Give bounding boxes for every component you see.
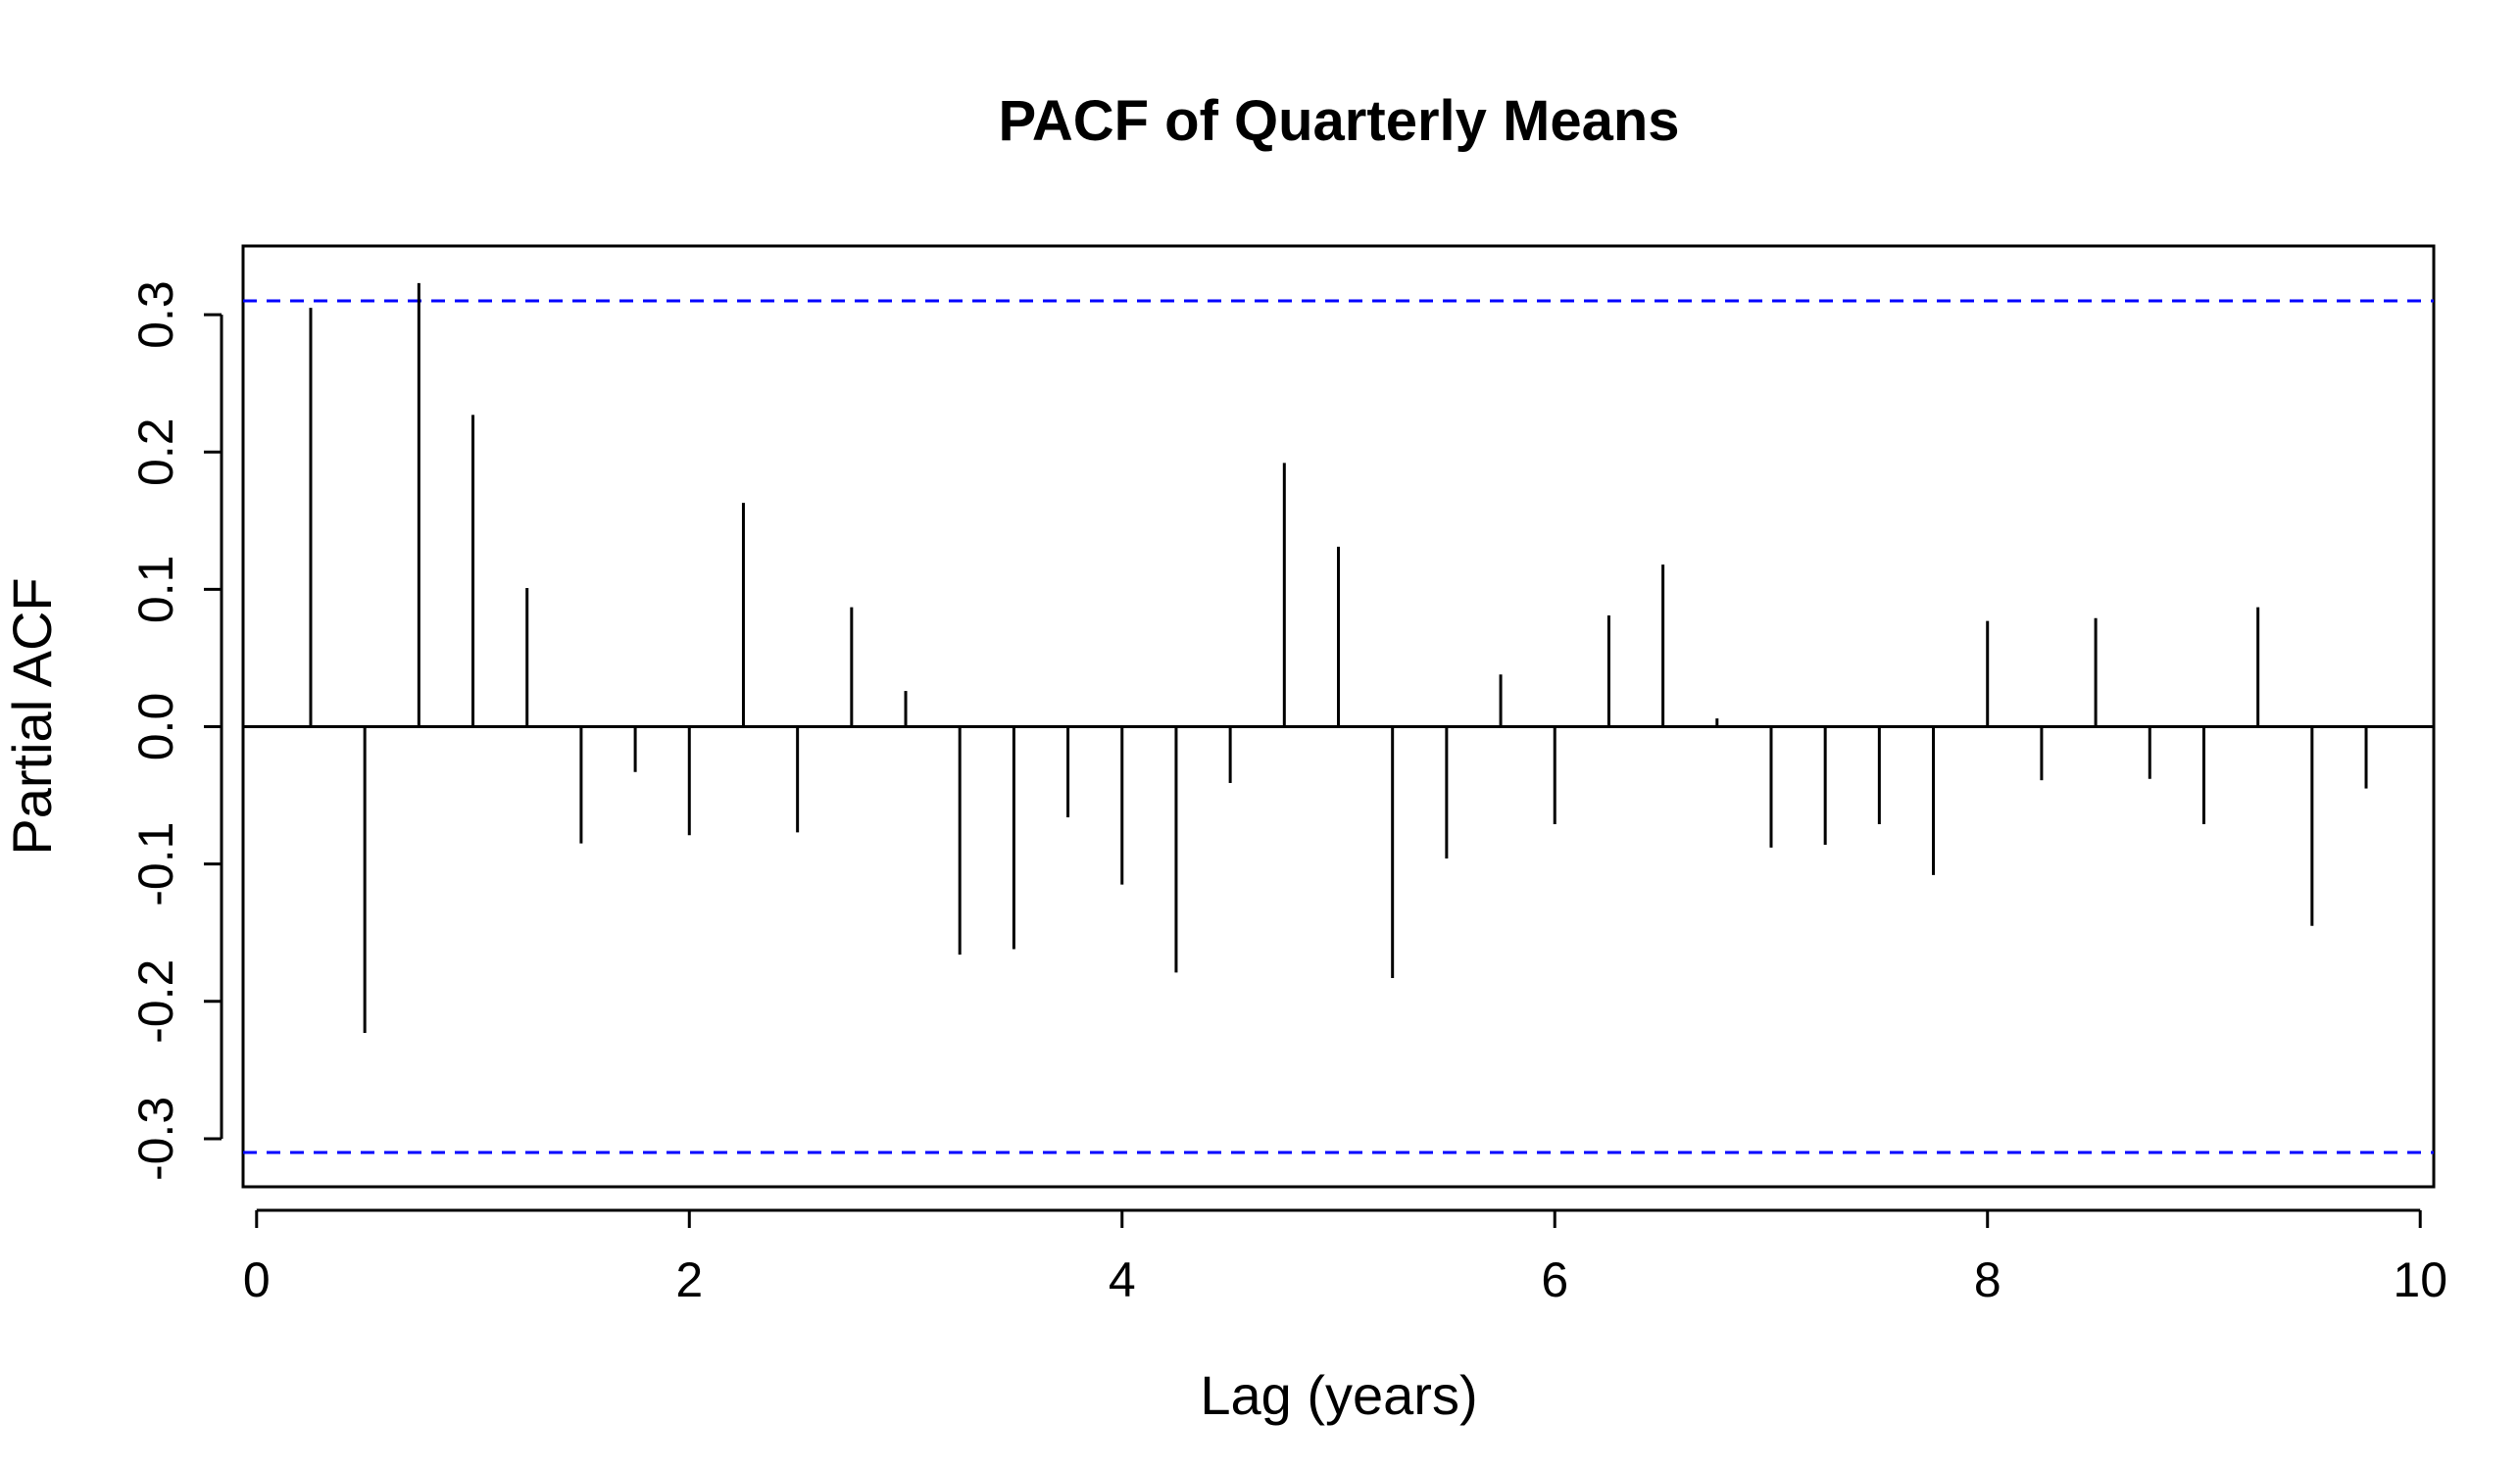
x-axis: 0 2 4 6 8 10	[243, 1208, 2447, 1307]
chart-title: PACF of Quarterly Means	[998, 89, 1679, 153]
x-tick-label: 4	[1109, 1252, 1136, 1307]
y-tick-label: 0.0	[128, 693, 183, 761]
y-tick-label: -0.2	[128, 959, 183, 1044]
y-axis: -0.3 -0.2 -0.1 0.0 0.1 0.2 0.3	[128, 280, 223, 1181]
x-tick-label: 8	[1974, 1252, 2001, 1307]
y-tick-label: 0.1	[128, 556, 183, 624]
y-tick-label: -0.1	[128, 822, 183, 906]
x-tick-label: 0	[243, 1252, 271, 1307]
y-tick-label: 0.2	[128, 417, 183, 486]
x-axis-label: Lag (years)	[1200, 1364, 1477, 1426]
confidence-bounds	[243, 299, 2434, 1154]
plot-frame	[241, 244, 2436, 1189]
x-tick-label: 2	[675, 1252, 703, 1307]
y-tick-label: -0.3	[128, 1097, 183, 1181]
y-tick-label: 0.3	[128, 280, 183, 349]
pacf-bars	[309, 282, 2368, 1034]
y-axis-label: Partial ACF	[1, 577, 63, 855]
x-tick-label: 6	[1541, 1252, 1568, 1307]
x-tick-label: 10	[2393, 1252, 2447, 1307]
